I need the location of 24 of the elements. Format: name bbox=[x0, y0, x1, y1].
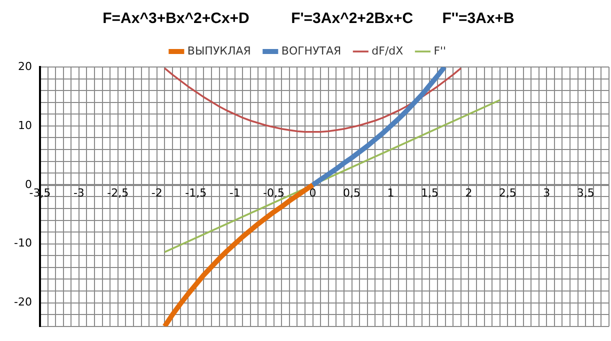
x-tick-label: -2 bbox=[151, 186, 162, 200]
y-tick-label: 0 bbox=[24, 178, 32, 191]
chart-title: F=Ax^3+Bx^2+Cx+D F'=3Ax^2+2Bx+C F''=3Ax+B bbox=[102, 10, 515, 28]
y-tick-label: -20 bbox=[14, 296, 32, 309]
x-tick-label: -1 bbox=[229, 186, 240, 200]
x-tick-label: 0,5 bbox=[343, 186, 361, 200]
x-tick-label: 3 bbox=[543, 186, 550, 200]
x-tick-label: 3,5 bbox=[576, 186, 594, 200]
x-tick-label: 2 bbox=[465, 186, 472, 200]
x-tick-label: 1,5 bbox=[420, 186, 438, 200]
legend-label: ВЫПУКЛАЯ bbox=[187, 44, 251, 58]
legend-label: F'' bbox=[434, 44, 446, 58]
y-tick-label: 20 bbox=[18, 60, 32, 73]
legend-label: dF/dX bbox=[372, 44, 404, 58]
x-tick-label: -2,5 bbox=[107, 186, 129, 200]
x-tick-label: -3 bbox=[73, 186, 84, 200]
x-tick-label: -1,5 bbox=[185, 186, 207, 200]
x-tick-label: 0 bbox=[309, 186, 316, 200]
x-tick-label: 2,5 bbox=[498, 186, 516, 200]
legend-label: ВОГНУТАЯ bbox=[281, 44, 342, 58]
x-tick-label: -0,5 bbox=[263, 186, 285, 200]
y-tick-label: 10 bbox=[18, 118, 32, 132]
x-tick-label: 1 bbox=[387, 186, 394, 200]
y-tick-label: -10 bbox=[14, 236, 32, 250]
